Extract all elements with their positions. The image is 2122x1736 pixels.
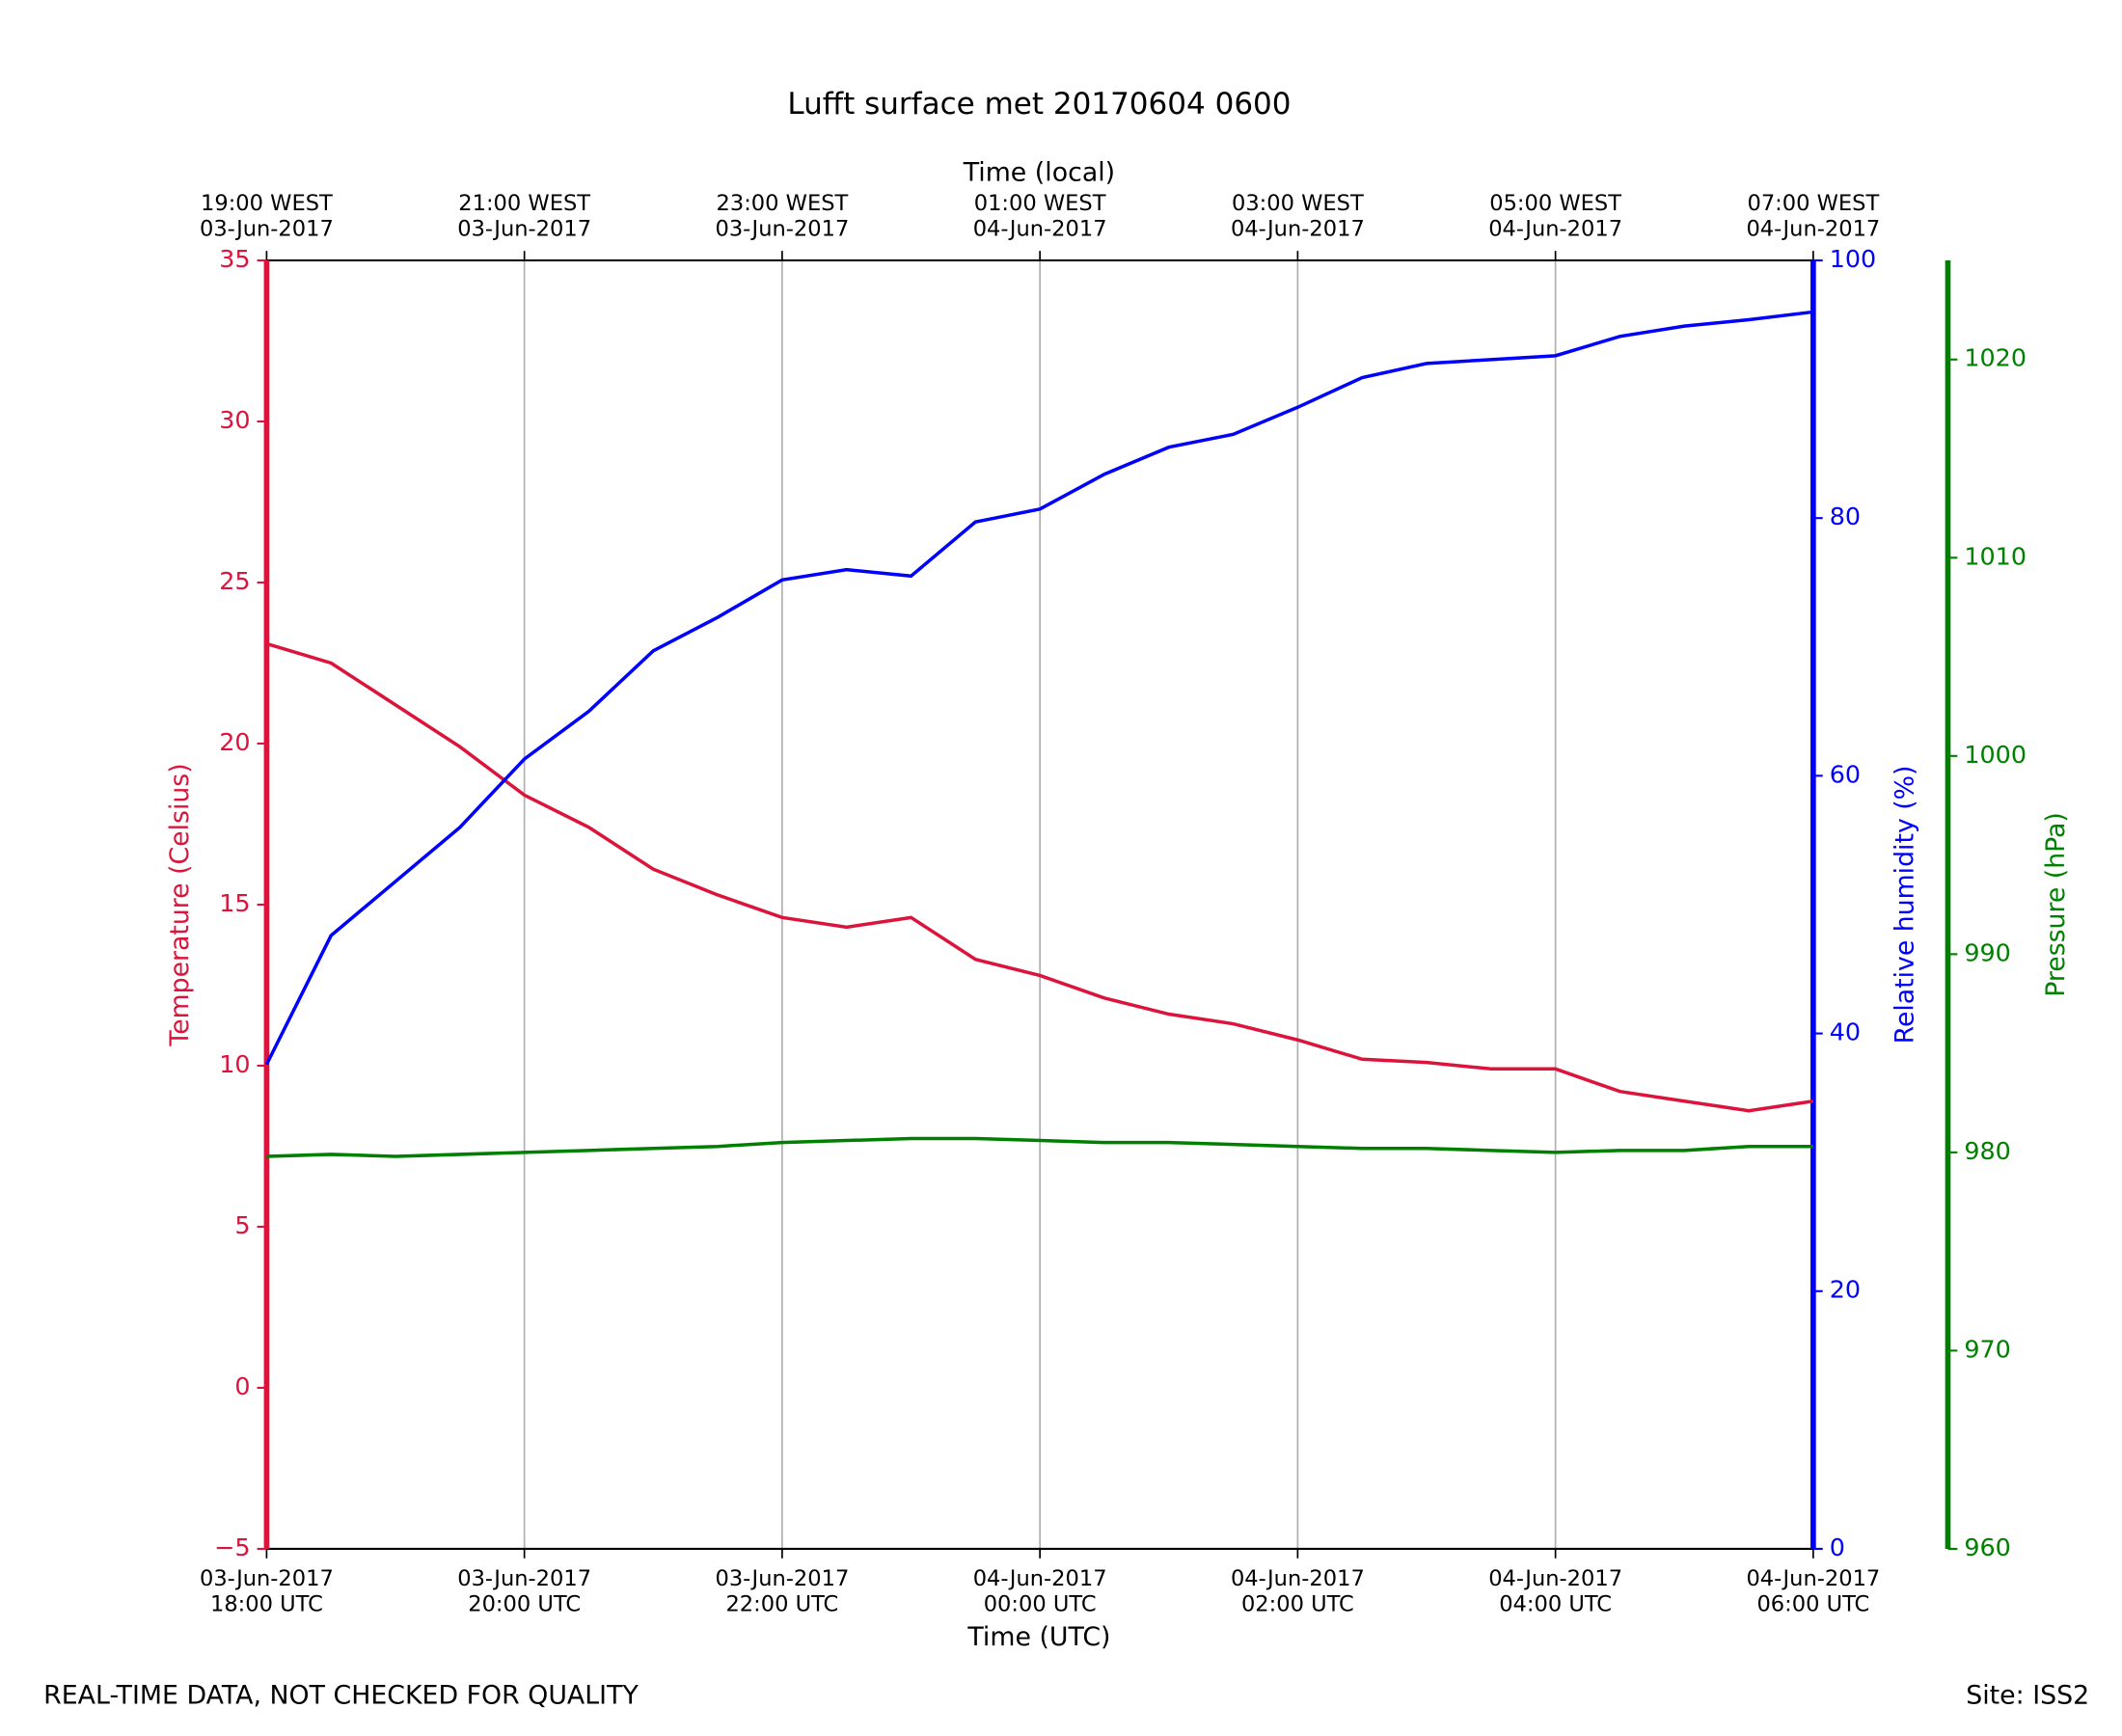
x2-tick-label-line: 04-Jun-2017 — [1746, 216, 1880, 241]
x-tick-label-line: 03-Jun-2017 — [457, 1565, 591, 1590]
data-line — [266, 1136, 1813, 1158]
x-tick-label-line: 00:00 UTC — [984, 1591, 1097, 1616]
x2-tick-label-line: 21:00 WEST — [458, 190, 590, 215]
x2-tick-label: 01:00 WEST 04-Jun-2017 — [973, 190, 1107, 241]
x2-tick-label-line: 19:00 WEST — [201, 190, 333, 215]
x-tick-label-line: 03-Jun-2017 — [200, 1565, 334, 1590]
x-tick-label-line: 02:00 UTC — [1241, 1591, 1354, 1616]
y-axis-title: Temperature (Celsius) — [165, 763, 195, 1046]
y-tick-label: 15 — [219, 888, 250, 917]
y-tick-label: 0 — [1830, 1533, 1845, 1561]
y-tick-label: −5 — [214, 1533, 250, 1561]
y-tick-label: 5 — [234, 1210, 250, 1239]
x2-tick-label-line: 04-Jun-2017 — [973, 216, 1107, 241]
x2-tick-label: 07:00 WEST 04-Jun-2017 — [1746, 190, 1880, 241]
x2-tick-label-line: 03:00 WEST — [1232, 190, 1364, 215]
x-tick-label-line: 04:00 UTC — [1499, 1591, 1612, 1616]
x-axis-title: Time (UTC) — [966, 1622, 1110, 1652]
y-tick-label: 35 — [219, 244, 250, 273]
y-tick-label: 60 — [1830, 759, 1861, 788]
x2-tick-label-line: 03-Jun-2017 — [457, 216, 591, 241]
y-tick-label: 25 — [219, 566, 250, 595]
x-tick-label-line: 06:00 UTC — [1756, 1591, 1869, 1616]
x-tick-label-line: 04-Jun-2017 — [1231, 1565, 1365, 1590]
footer-note: REAL-TIME DATA, NOT CHECKED FOR QUALITY — [43, 1681, 639, 1711]
x-tick-label: 04-Jun-2017 00:00 UTC — [973, 1565, 1107, 1616]
x2-tick-label: 21:00 WEST 03-Jun-2017 — [457, 190, 591, 241]
x2-tick-label-line: 03-Jun-2017 — [715, 216, 849, 241]
y-tick-label: 970 — [1964, 1334, 2010, 1363]
data-line — [265, 641, 1814, 1113]
y-tick-label: 100 — [1830, 244, 1876, 273]
x-tick-label-line: 18:00 UTC — [210, 1591, 323, 1616]
data-line — [264, 310, 1814, 1066]
y2-axis-title: Relative humidity (%) — [1890, 766, 1919, 1044]
x-tick-label: 04-Jun-2017 06:00 UTC — [1746, 1565, 1880, 1616]
x-tick-label: 04-Jun-2017 04:00 UTC — [1488, 1565, 1622, 1616]
y-tick-label: 20 — [1830, 1275, 1861, 1304]
x2-tick-label-line: 23:00 WEST — [717, 190, 849, 215]
x-tick-label-line: 22:00 UTC — [725, 1591, 838, 1616]
y-tick-label: 10 — [219, 1049, 250, 1078]
y-tick-label: 30 — [219, 405, 250, 434]
x-tick-label: 04-Jun-2017 02:00 UTC — [1231, 1565, 1365, 1616]
y3-axis-title: Pressure (hPa) — [2041, 812, 2071, 997]
y-tick-label: 1000 — [1964, 740, 2027, 769]
y-tick-label: 990 — [1964, 937, 2010, 966]
x-tick-label-line: 04-Jun-2017 — [973, 1565, 1107, 1590]
x2-tick-label-line: 07:00 WEST — [1747, 190, 1879, 215]
x2-tick-label: 03:00 WEST 04-Jun-2017 — [1231, 190, 1365, 241]
x2-tick-label-line: 04-Jun-2017 — [1488, 216, 1622, 241]
x-tick-label-line: 04-Jun-2017 — [1746, 1565, 1880, 1590]
chart-title: Lufft surface met 20170604 0600 — [787, 87, 1291, 122]
y-tick-label: 980 — [1964, 1136, 2010, 1165]
y-tick-label: 40 — [1830, 1017, 1861, 1046]
x2-tick-label-line: 05:00 WEST — [1489, 190, 1621, 215]
x2-tick-label: 19:00 WEST 03-Jun-2017 — [200, 190, 334, 241]
x-tick-label-line: 04-Jun-2017 — [1488, 1565, 1622, 1590]
site-label: Site: ISS2 — [1966, 1681, 2089, 1711]
y-tick-label: 1010 — [1964, 541, 2027, 570]
x2-tick-label-line: 03-Jun-2017 — [200, 216, 334, 241]
x2-tick-label: 23:00 WEST 03-Jun-2017 — [715, 190, 849, 241]
x2-tick-label-line: 04-Jun-2017 — [1231, 216, 1365, 241]
y-tick-label: 80 — [1830, 502, 1861, 530]
x-tick-label-line: 03-Jun-2017 — [715, 1565, 849, 1590]
y-tick-label: 0 — [234, 1371, 250, 1400]
x-tick-label: 03-Jun-2017 22:00 UTC — [715, 1565, 849, 1616]
y-tick-label: 960 — [1964, 1533, 2010, 1561]
x-tick-label-line: 20:00 UTC — [468, 1591, 581, 1616]
y-tick-label: 20 — [219, 727, 250, 756]
x2-tick-label: 05:00 WEST 04-Jun-2017 — [1488, 190, 1622, 241]
x-tick-label: 03-Jun-2017 20:00 UTC — [457, 1565, 591, 1616]
x-tick-label: 03-Jun-2017 18:00 UTC — [200, 1565, 334, 1616]
x2-axis-title: Time (local) — [963, 158, 1115, 188]
y-tick-label: 1020 — [1964, 343, 2027, 372]
x2-tick-label-line: 01:00 WEST — [974, 190, 1106, 215]
